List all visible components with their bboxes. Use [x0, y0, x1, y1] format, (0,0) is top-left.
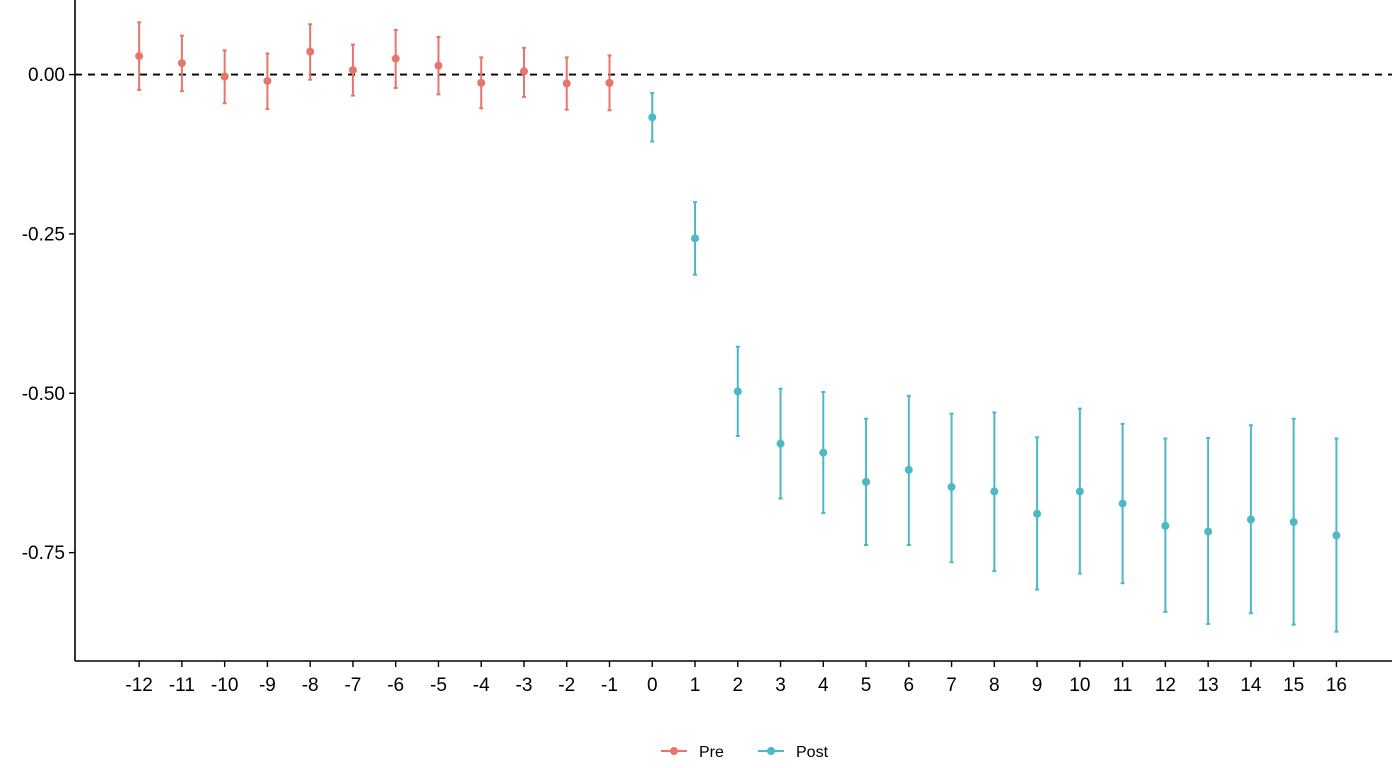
data-point	[776, 439, 785, 448]
x-tick-label: -10	[211, 675, 238, 696]
x-tick-label: 6	[904, 675, 915, 696]
data-point	[1332, 531, 1341, 540]
x-tick-label: 14	[1240, 675, 1262, 696]
legend-point-swatch	[767, 747, 775, 755]
x-tick-label: 13	[1198, 675, 1219, 696]
x-tick-label: -3	[516, 675, 533, 696]
x-tick-label: -6	[387, 675, 404, 696]
y-tick-label: -0.25	[22, 224, 65, 245]
legend: Pre Post	[661, 744, 829, 761]
data-point	[1118, 499, 1127, 508]
x-tick-label: 16	[1326, 675, 1347, 696]
x-tick-label: -12	[125, 675, 152, 696]
x-tick-label: -9	[259, 675, 276, 696]
data-point	[1075, 487, 1084, 496]
data-point	[1246, 515, 1255, 524]
data-point	[648, 113, 657, 122]
x-tick-label: -5	[430, 675, 447, 696]
data-point	[862, 477, 871, 486]
data-marks	[135, 21, 1341, 633]
x-tick-label: 9	[1032, 675, 1043, 696]
x-tick-label: 7	[946, 675, 957, 696]
x-tick-label: -2	[558, 675, 575, 696]
axes: 0.00-0.25-0.50-0.75-12 -11 -10 -9 -8 -7 -6 -5 -4…	[22, 0, 1392, 696]
data-point	[691, 234, 700, 243]
x-tick-label: -8	[302, 675, 319, 696]
data-point	[263, 76, 272, 85]
legend-label: Post	[796, 744, 829, 761]
x-tick-label: 12	[1155, 675, 1176, 696]
x-tick-label: 0	[647, 675, 658, 696]
data-point	[819, 448, 828, 457]
data-point	[1289, 518, 1298, 527]
data-point	[947, 482, 956, 491]
y-tick-label: -0.75	[22, 543, 65, 564]
data-point	[220, 72, 229, 81]
legend-item-pre: Pre	[661, 744, 724, 761]
data-point	[733, 387, 742, 396]
data-point	[391, 54, 400, 63]
data-point	[434, 61, 443, 70]
data-point	[348, 66, 357, 75]
x-tick-label: 11	[1113, 675, 1133, 696]
data-point	[477, 78, 486, 87]
x-tick-label: 8	[989, 675, 1000, 696]
data-point	[562, 79, 571, 88]
x-tick-label: -4	[473, 675, 490, 696]
data-point	[990, 487, 999, 496]
x-tick-label: 1	[690, 675, 701, 696]
data-point	[177, 59, 186, 68]
series-post	[648, 92, 1341, 633]
data-point	[1204, 527, 1213, 536]
x-tick-label: 5	[861, 675, 872, 696]
data-point	[605, 78, 614, 87]
x-tick-label: -11	[169, 675, 195, 696]
y-tick-label: -0.50	[22, 384, 65, 405]
series-pre	[135, 21, 614, 112]
x-tick-label: 3	[775, 675, 786, 696]
x-tick-label: -1	[601, 675, 618, 696]
y-tick-label: 0.00	[28, 65, 65, 86]
data-point	[904, 465, 913, 474]
x-tick-label: 15	[1283, 675, 1304, 696]
data-point	[1161, 521, 1170, 530]
x-tick-label: 4	[818, 675, 829, 696]
data-point	[1033, 509, 1042, 518]
legend-item-post: Post	[758, 744, 829, 761]
legend-label: Pre	[699, 744, 724, 761]
data-point	[519, 67, 528, 76]
data-point	[135, 52, 144, 61]
x-tick-label: 2	[732, 675, 743, 696]
x-tick-label: -7	[344, 675, 361, 696]
legend-point-swatch	[670, 747, 678, 755]
x-tick-label: 10	[1069, 675, 1090, 696]
data-point	[306, 47, 315, 56]
